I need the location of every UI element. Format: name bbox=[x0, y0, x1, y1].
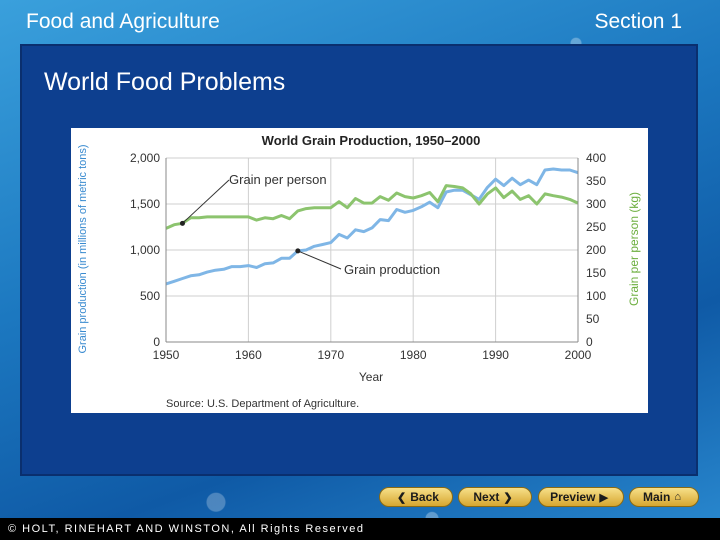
home-icon: ⌂ bbox=[674, 491, 681, 503]
source-note: Source: U.S. Department of Agriculture. bbox=[166, 398, 359, 410]
copyright-footer: © HOLT, RINEHART AND WINSTON, All Rights… bbox=[0, 518, 720, 540]
x-tick-label: 1990 bbox=[482, 348, 509, 362]
x-tick-label: 1960 bbox=[235, 348, 262, 362]
preview-button[interactable]: Preview ▶ bbox=[538, 487, 624, 507]
annotation-leader bbox=[297, 250, 342, 270]
y2-tick-label: 100 bbox=[586, 289, 606, 303]
y2-tick-label: 0 bbox=[586, 335, 593, 349]
y-tick-label: 2,000 bbox=[130, 151, 160, 165]
preview-label: Preview bbox=[550, 490, 596, 504]
y-tick-label: 1,500 bbox=[130, 197, 160, 211]
grain-per-person-line bbox=[165, 184, 579, 230]
y2-tick-label: 150 bbox=[586, 266, 606, 280]
section-label: Section 1 bbox=[594, 10, 682, 33]
chevron-left-icon: ❮ bbox=[397, 491, 407, 504]
next-label: Next bbox=[473, 490, 500, 504]
x-tick-label: 1970 bbox=[317, 348, 344, 362]
y2-tick-label: 250 bbox=[586, 220, 606, 234]
preview-arrow-icon: ▶ bbox=[599, 491, 608, 504]
x-axis-label: Year bbox=[359, 370, 383, 384]
main-button[interactable]: Main ⌂ bbox=[629, 487, 699, 507]
chapter-title: Food and Agriculture bbox=[26, 10, 220, 33]
y2-tick-label: 350 bbox=[586, 174, 606, 188]
chevron-right-icon: ❯ bbox=[503, 491, 513, 504]
chart-container: World Grain Production, 1950–2000 Grain … bbox=[71, 128, 648, 413]
y2-tick-label: 400 bbox=[586, 151, 606, 165]
y2-tick-label: 50 bbox=[586, 312, 600, 326]
annotation-label: Grain production bbox=[344, 262, 440, 277]
grain-production-chart: World Grain Production, 1950–2000 Grain … bbox=[77, 133, 641, 410]
y-tick-label: 500 bbox=[140, 289, 160, 303]
chart-title: World Grain Production, 1950–2000 bbox=[262, 133, 481, 148]
x-tick-label: 1980 bbox=[400, 348, 427, 362]
grain-production-line bbox=[165, 167, 579, 286]
y2-tick-label: 300 bbox=[586, 197, 606, 211]
y-tick-label: 0 bbox=[153, 335, 160, 349]
slide-title: World Food Problems bbox=[44, 68, 286, 96]
annotation-label: Grain per person bbox=[229, 172, 327, 187]
x-tick-label: 1950 bbox=[153, 348, 180, 362]
y2-tick-label: 200 bbox=[586, 243, 606, 257]
annotation-dot bbox=[295, 248, 301, 254]
x-tick-label: 2000 bbox=[565, 348, 592, 362]
back-button[interactable]: ❮ Back bbox=[379, 487, 453, 507]
y-axis-label: Grain production (in millions of metric … bbox=[77, 144, 89, 353]
next-button[interactable]: Next ❯ bbox=[458, 487, 532, 507]
annotation-dot bbox=[179, 220, 185, 226]
y2-axis-label: Grain per person (kg) bbox=[627, 192, 641, 306]
back-label: Back bbox=[410, 490, 439, 504]
main-label: Main bbox=[643, 490, 671, 504]
y-tick-label: 1,000 bbox=[130, 243, 160, 257]
annotation-leader bbox=[182, 179, 230, 224]
